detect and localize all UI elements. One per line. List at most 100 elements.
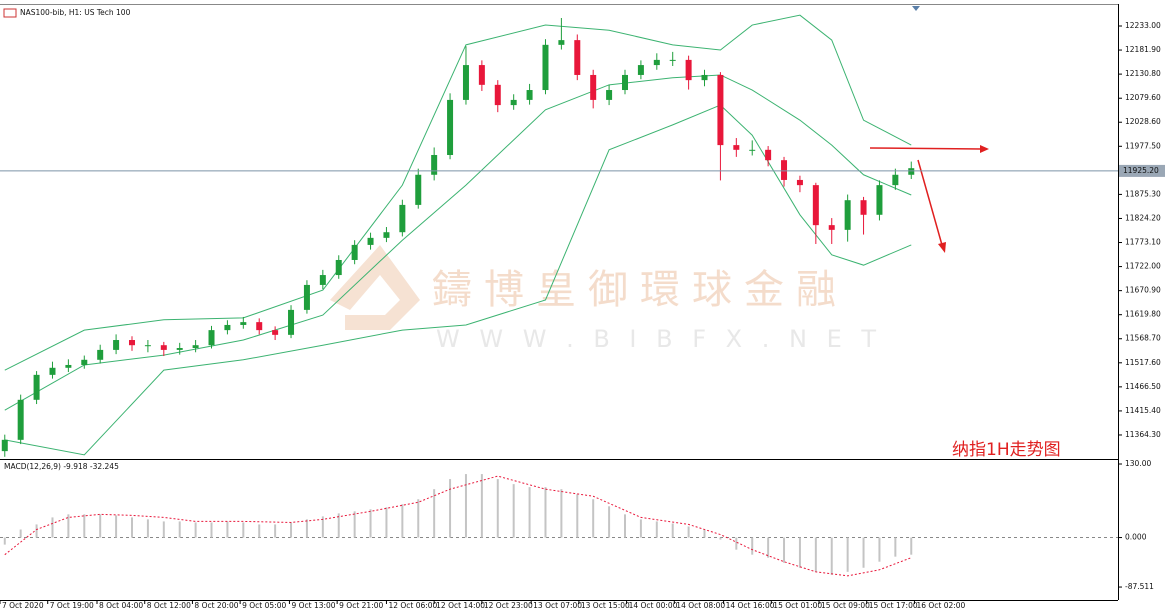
candle-body	[97, 349, 104, 360]
candle-body	[892, 174, 899, 186]
candle-body	[860, 200, 867, 215]
candle-body	[399, 204, 406, 233]
candle-body	[733, 145, 740, 150]
y-tick-label: 12130.80	[1125, 69, 1161, 78]
x-tick-label: 12 Oct 14:00	[436, 601, 485, 610]
x-tick-label: 8 Oct 04:00	[99, 601, 143, 610]
candle-body	[447, 99, 454, 155]
candle-body	[812, 185, 819, 226]
y-tick-label: 11977.50	[1125, 141, 1161, 150]
chart-title: NAS100-bib, H1: US Tech 100	[20, 8, 131, 17]
x-tick-label: 14 Oct 00:00	[629, 601, 678, 610]
candle-body	[542, 44, 549, 91]
x-tick-label: 9 Oct 05:00	[242, 601, 286, 610]
x-tick-label: 8 Oct 20:00	[194, 601, 238, 610]
candle-body	[462, 65, 469, 100]
y-tick-label: 11415.40	[1125, 406, 1161, 415]
y-tick-label: 0.000	[1125, 533, 1147, 542]
candle-body	[828, 225, 835, 230]
candle-body	[335, 259, 342, 276]
arrow-head	[938, 242, 946, 253]
candle-body	[288, 309, 295, 335]
chart-icon	[3, 8, 17, 18]
candle-body	[749, 149, 756, 151]
candle-body	[796, 179, 803, 186]
candle-body	[272, 330, 279, 335]
y-tick-label: 11517.60	[1125, 358, 1161, 367]
candle-body	[256, 322, 263, 331]
arrows	[869, 145, 989, 253]
candle-body	[717, 74, 724, 146]
candle-body	[192, 345, 199, 349]
candle-body	[224, 324, 231, 331]
candle-body	[431, 154, 438, 175]
y-tick-label: 12028.60	[1125, 117, 1161, 126]
candle-body	[160, 345, 167, 350]
candle-body	[49, 367, 56, 375]
current-price-box	[1119, 164, 1165, 177]
arrow-line	[917, 159, 943, 246]
annotation: 纳指1H走势图	[952, 440, 1061, 460]
y-tick-label: 11773.10	[1125, 238, 1161, 247]
x-tick-label: 9 Oct 13:00	[291, 601, 335, 610]
y-tick-label: 12181.90	[1125, 45, 1161, 54]
candle-body	[876, 185, 883, 215]
candle-body	[17, 399, 24, 440]
x-tick-label: 13 Oct 15:00	[581, 601, 630, 610]
current-price-label: 11925.20	[1123, 166, 1159, 175]
candle-body	[701, 74, 708, 81]
y-tick-label: 11875.30	[1125, 189, 1161, 198]
x-tick-label: 12 Oct 06:00	[388, 601, 437, 610]
candle-body	[558, 40, 565, 45]
watermark: 鑄博皇御環球金融 W W W . B I B F X . N E T	[330, 245, 882, 353]
candle-body	[765, 149, 772, 161]
candle-body	[621, 74, 628, 91]
watermark-logo	[345, 300, 420, 330]
candle-body	[415, 174, 422, 205]
candle-body	[781, 160, 788, 180]
arrow-head	[980, 145, 989, 153]
x-tick-label: 14 Oct 08:00	[676, 601, 725, 610]
y-tick-label: 11364.30	[1125, 430, 1161, 439]
x-tick-label: 15 Oct 09:00	[821, 601, 870, 610]
candle-body	[478, 65, 485, 85]
y-tick-label: 11466.50	[1125, 382, 1161, 391]
candle-body	[176, 348, 183, 350]
candle-body	[844, 200, 851, 230]
candle-body	[590, 74, 597, 100]
candle-body	[113, 340, 120, 350]
y-tick-label: 130.00	[1125, 459, 1151, 468]
candle-body	[574, 40, 581, 75]
x-tick-label: 16 Oct 02:00	[916, 601, 965, 610]
x-tick-label: 7 Oct 2020	[2, 601, 44, 610]
candle-body	[303, 284, 310, 310]
x-tick-label: 15 Oct 17:00	[869, 601, 918, 610]
candle-body	[208, 330, 215, 346]
y-tick-label: -87.511	[1125, 582, 1154, 591]
bollinger-band	[4, 74, 912, 411]
candle-body	[637, 65, 644, 75]
y-tick-label: 11824.20	[1125, 213, 1161, 222]
watermark-url: W W W . B I B F X . N E T	[436, 325, 882, 353]
candle-body	[510, 99, 517, 106]
candle-body	[81, 359, 88, 365]
y-tick-label: 11568.70	[1125, 334, 1161, 343]
x-tick-label: 9 Oct 21:00	[339, 601, 383, 610]
y-tick-label: 12079.60	[1125, 93, 1161, 102]
x-tick-label: 14 Oct 16:00	[726, 601, 775, 610]
candle-body	[65, 364, 72, 368]
shift-marker	[912, 6, 920, 11]
macd-label: MACD(12,26,9) -9.918 -32.245	[4, 462, 119, 471]
candle-body	[144, 345, 151, 347]
candle-body	[685, 59, 692, 81]
candle-body	[494, 84, 501, 106]
candle-body	[908, 168, 915, 175]
x-tick-label: 7 Oct 19:00	[50, 601, 94, 610]
y-tick-label: 11722.00	[1125, 262, 1161, 271]
candle-body	[383, 232, 390, 238]
x-tick-label: 8 Oct 12:00	[147, 601, 191, 610]
x-tick-label: 13 Oct 07:00	[533, 601, 582, 610]
candle-body	[128, 340, 135, 346]
